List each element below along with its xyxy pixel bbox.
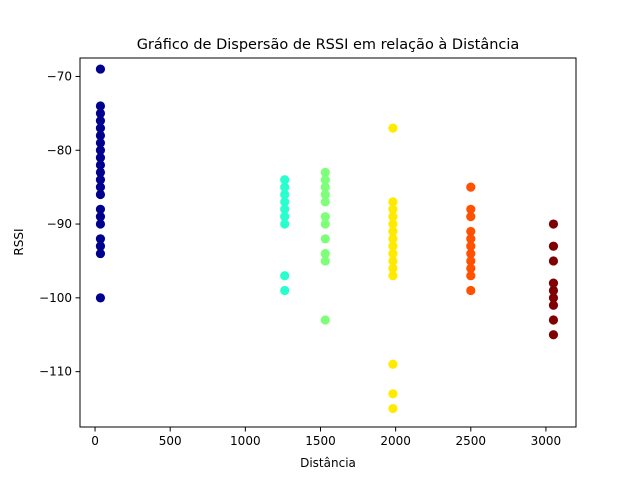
data-point-s1-4 <box>280 204 290 214</box>
data-point-s0-11 <box>95 175 106 185</box>
data-point-s3-0 <box>388 123 398 133</box>
data-point-s1-1 <box>280 182 290 192</box>
data-point-s2-2 <box>320 182 330 192</box>
data-point-s2-10 <box>320 315 330 325</box>
y-tick-label: −90 <box>47 217 72 231</box>
data-point-s5-4 <box>548 285 559 296</box>
data-point-s5-6 <box>548 300 559 310</box>
y-tick-label: −100 <box>39 291 72 305</box>
data-point-s1-2 <box>280 189 290 200</box>
data-point-s2-8 <box>320 248 330 259</box>
data-point-s4-5 <box>466 241 476 251</box>
data-point-s3-3 <box>388 212 398 222</box>
x-tick-label: 3000 <box>531 434 562 448</box>
data-point-s0-8 <box>95 153 106 163</box>
y-tick-label: −80 <box>47 143 72 157</box>
y-axis-ticks: −110 −100 −90 −80 −70 <box>39 69 80 379</box>
plot-frame <box>79 57 577 428</box>
data-point-s0-7 <box>95 145 106 155</box>
data-point-s0-15 <box>95 212 106 222</box>
chart-title: Gráfico de Dispersão de RSSI em relação … <box>137 37 520 53</box>
y-tick-label: −110 <box>39 365 72 379</box>
data-point-s0-10 <box>95 167 106 177</box>
data-point-s1-8 <box>280 285 290 296</box>
data-point-s0-13 <box>95 189 106 200</box>
points-layer <box>95 64 559 414</box>
data-point-s0-16 <box>95 219 106 229</box>
data-point-s2-6 <box>320 219 330 229</box>
data-point-s0-5 <box>95 130 106 141</box>
data-point-s4-9 <box>466 271 476 281</box>
data-point-s4-7 <box>466 256 476 266</box>
data-point-s4-8 <box>466 263 476 273</box>
data-point-s4-10 <box>466 285 476 296</box>
data-point-s3-1 <box>388 197 398 207</box>
data-point-s4-4 <box>466 234 476 244</box>
data-point-s0-14 <box>95 204 106 214</box>
data-point-s4-6 <box>466 248 476 259</box>
x-tick-label: 1000 <box>230 434 261 448</box>
data-point-s0-3 <box>95 116 106 126</box>
data-point-s0-12 <box>95 182 106 192</box>
x-tick-label: 2500 <box>456 434 487 448</box>
data-point-s0-20 <box>95 293 106 303</box>
data-point-s0-18 <box>95 241 106 251</box>
data-point-s3-9 <box>388 256 398 266</box>
data-point-s3-5 <box>388 226 398 237</box>
x-tick-label: 1500 <box>305 434 336 448</box>
data-point-s5-5 <box>548 293 559 303</box>
data-point-s0-19 <box>95 248 106 259</box>
data-point-s0-0 <box>95 64 106 74</box>
data-point-s3-4 <box>388 219 398 229</box>
data-point-s2-1 <box>320 175 330 185</box>
data-point-s0-2 <box>95 108 106 118</box>
data-point-s4-0 <box>466 182 476 192</box>
data-point-s2-5 <box>320 212 330 222</box>
data-point-s3-6 <box>388 234 398 244</box>
data-point-s5-1 <box>548 241 559 251</box>
data-point-s3-2 <box>388 204 398 214</box>
data-point-s2-9 <box>320 256 330 266</box>
data-point-s3-10 <box>388 263 398 273</box>
data-point-s3-11 <box>388 271 398 281</box>
data-point-s3-8 <box>388 248 398 259</box>
data-point-s3-14 <box>388 403 398 414</box>
data-point-s2-0 <box>320 167 330 177</box>
data-point-s3-13 <box>388 389 398 399</box>
data-point-s0-1 <box>95 101 106 111</box>
y-axis-label: RSSI <box>12 228 26 255</box>
data-point-s2-4 <box>320 197 330 207</box>
data-point-s1-0 <box>280 175 290 185</box>
data-point-s4-3 <box>466 226 476 237</box>
data-point-s2-7 <box>320 234 330 244</box>
data-point-s0-9 <box>95 160 106 170</box>
x-tick-label: 0 <box>91 434 99 448</box>
data-point-s0-4 <box>95 123 106 133</box>
data-point-s1-3 <box>280 197 290 207</box>
x-axis-ticks: 0 500 1000 1500 2000 2500 3000 <box>91 427 561 448</box>
data-point-s5-8 <box>548 330 559 340</box>
x-tick-label: 500 <box>159 434 182 448</box>
data-point-s5-3 <box>548 278 559 288</box>
data-point-s0-17 <box>95 234 106 244</box>
y-tick-label: −70 <box>47 69 72 83</box>
data-point-s1-6 <box>280 219 290 229</box>
data-point-s1-5 <box>280 212 290 222</box>
data-point-s4-2 <box>466 212 476 222</box>
data-point-s5-7 <box>548 315 559 325</box>
data-point-s2-3 <box>320 189 330 200</box>
data-point-s1-7 <box>280 271 290 281</box>
data-point-s5-2 <box>548 256 559 266</box>
data-point-s0-6 <box>95 138 106 148</box>
data-point-s5-0 <box>548 219 559 229</box>
data-point-s3-12 <box>388 359 398 369</box>
data-point-s3-7 <box>388 241 398 251</box>
x-axis-label: Distância <box>300 456 356 470</box>
data-point-s4-1 <box>466 204 476 214</box>
x-tick-label: 2000 <box>380 434 411 448</box>
